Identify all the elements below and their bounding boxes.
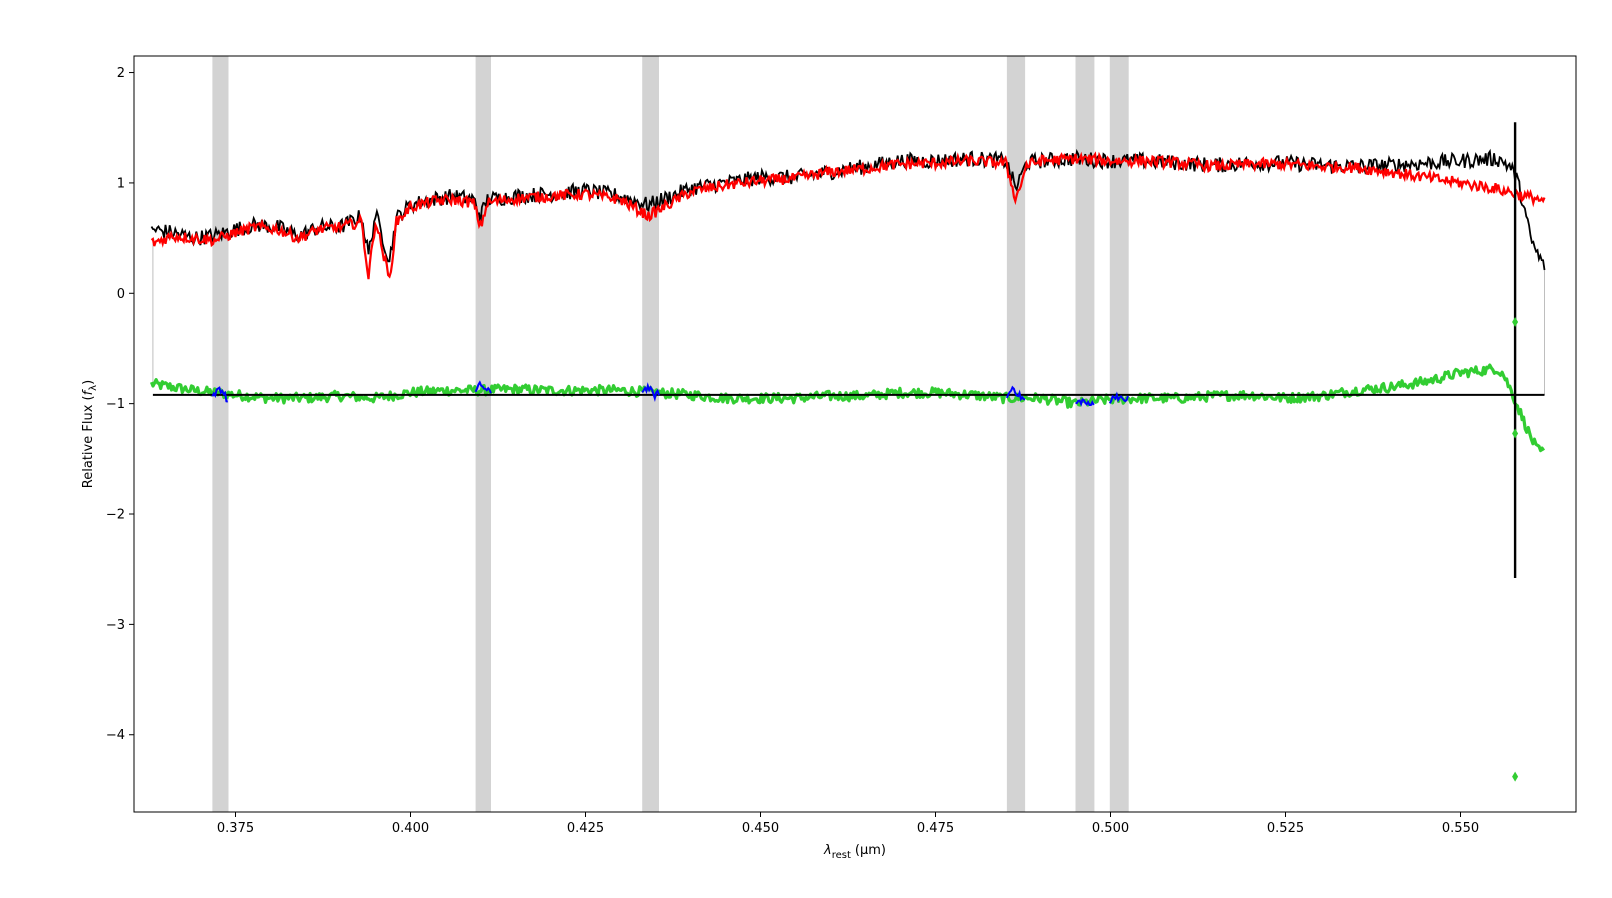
y-axis-label: Relative Flux (fλ) [81, 380, 99, 488]
masked-residual-segment-5 [1075, 397, 1095, 407]
residual-outlier-3 [1512, 771, 1519, 782]
y-tick-label-5: −2 [106, 508, 125, 523]
masked-regions [212, 56, 1129, 812]
y-tick-label-4: −1 [106, 397, 125, 412]
y-tick-label-1: 2 [117, 66, 125, 81]
x-axis-ticks: 0.375 0.400 0.425 0.450 0.475 0.500 0.525 0.550 [217, 812, 1479, 836]
masked-residual-segment-6 [1108, 391, 1129, 404]
masked-residual-segment-3 [641, 382, 660, 402]
x-tick-label-4: 0.450 [742, 821, 779, 836]
masked-region-3 [642, 56, 659, 812]
residual-outlier-1 [1512, 316, 1519, 327]
x-tick-label-1: 0.375 [217, 821, 254, 836]
series-lines [150, 122, 1546, 782]
masked-region-5 [1075, 56, 1095, 812]
model-line [150, 151, 1546, 280]
x-tick-label-6: 0.500 [1092, 821, 1129, 836]
masked-residual-segment-2 [474, 380, 492, 394]
masked-residual-segment-1 [211, 386, 229, 403]
residual-outlier-2 [1512, 428, 1519, 439]
edge-lines [152, 243, 1545, 395]
x-tick-label-7: 0.525 [1267, 821, 1304, 836]
masked-residual-segment-4 [1005, 385, 1026, 402]
x-axis-label: λrest (μm) [823, 843, 886, 861]
x-tick-label-5: 0.475 [917, 821, 954, 836]
y-tick-label-2: 1 [117, 176, 125, 191]
masked-region-1 [212, 56, 229, 812]
y-axis-ticks: 2 1 0 −1 −2 −3 −4 [106, 66, 134, 743]
x-tick-label-3: 0.425 [567, 821, 604, 836]
y-tick-label-7: −4 [106, 728, 125, 743]
y-tick-label-3: 0 [117, 287, 125, 302]
masked-region-2 [475, 56, 491, 812]
masked-region-4 [1006, 56, 1026, 812]
y-tick-label-6: −3 [106, 618, 125, 633]
masked-region-6 [1109, 56, 1129, 812]
plot-frame [133, 55, 1577, 813]
x-tick-label-2: 0.400 [392, 821, 429, 836]
x-tick-label-8: 0.550 [1442, 821, 1479, 836]
